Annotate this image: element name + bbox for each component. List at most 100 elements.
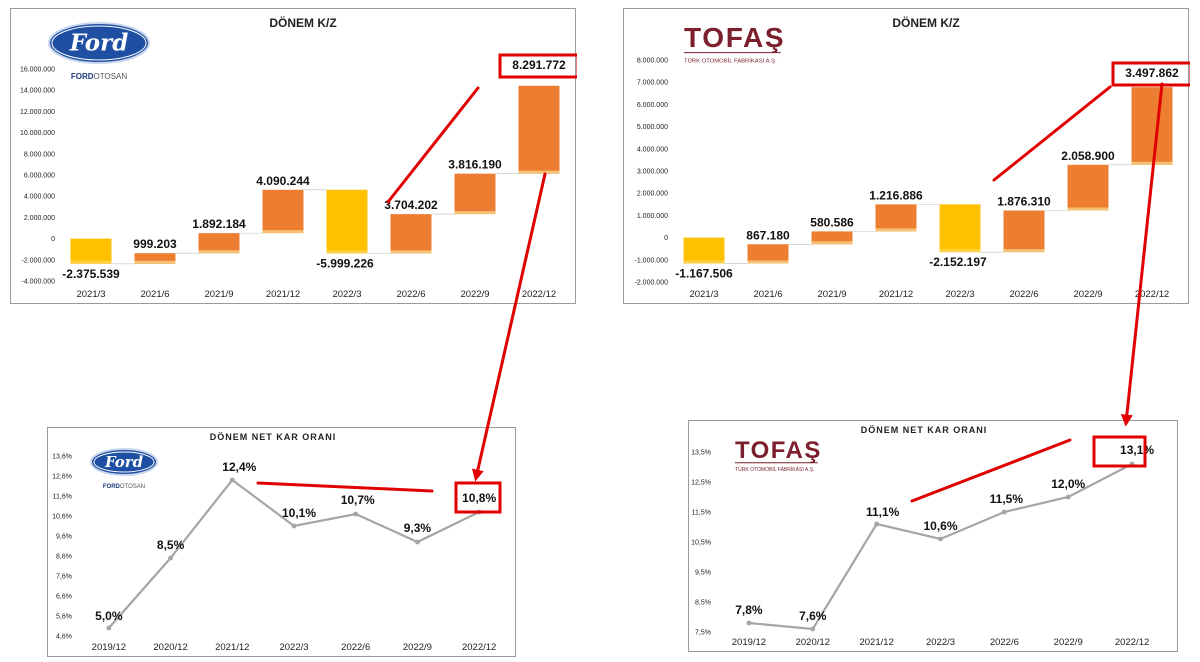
data-point <box>1065 494 1071 500</box>
waterfall-bar <box>454 173 496 215</box>
waterfall-bar-base <box>939 249 981 253</box>
y-tick-label: 1.000.000 <box>637 213 668 220</box>
x-tick-label: 2022/9 <box>460 289 489 300</box>
waterfall-bar <box>70 238 112 264</box>
x-tick-label: 2022/9 <box>1073 289 1102 300</box>
x-tick-label: 2022/12 <box>462 642 496 653</box>
y-tick-label: 4.000.000 <box>637 146 668 153</box>
ford-otosan-wordmark: FORDOTOSAN <box>103 484 145 490</box>
x-tick-label: 2022/9 <box>403 642 432 653</box>
data-label: 2.058.900 <box>1061 149 1115 163</box>
y-tick-label: 4,6% <box>56 634 72 641</box>
x-tick-label: 2022/3 <box>279 642 308 653</box>
chart-panel-ford-kz: DÖNEM K/Z Ford FORDOTOSAN -4.000.000 -2.000.… <box>10 8 577 304</box>
x-tick-label: 2021/6 <box>753 289 782 300</box>
y-tick-label: 9,5% <box>695 570 711 577</box>
data-label: 999.203 <box>133 237 177 251</box>
waterfall-bar <box>198 233 240 254</box>
y-tick-label: 12,6% <box>52 474 72 481</box>
data-point <box>168 555 173 561</box>
x-tick-label: 2021/12 <box>266 289 300 300</box>
data-label: 13,1% <box>1120 443 1154 457</box>
y-tick-label: 10,5% <box>691 540 711 547</box>
y-tick-label: 7,6% <box>56 574 72 581</box>
chart-title: DÖNEM NET KAR ORANI <box>861 425 988 435</box>
ford-logo: Ford FORDOTOSAN <box>90 448 158 490</box>
x-tick-label: 2019/12 <box>92 642 126 653</box>
data-point <box>810 626 816 632</box>
ford-otosan-wordmark: FORDOTOSAN <box>71 72 128 81</box>
y-tick-label: -1.000.000 <box>635 257 669 264</box>
chart-title: DÖNEM NET KAR ORANI <box>210 432 337 442</box>
y-tick-label: 16.000.000 <box>20 67 55 74</box>
data-label: 1.216.886 <box>869 188 923 202</box>
tofas-wordmark: TOFAŞ <box>735 437 822 464</box>
x-tick-label: 2021/6 <box>140 289 169 300</box>
ford-oval-inner-ring <box>51 25 147 61</box>
data-point <box>229 477 235 483</box>
x-tick-label: 2022/6 <box>396 289 425 300</box>
data-label: 5,0% <box>95 609 123 623</box>
y-tick-label: 12.000.000 <box>20 109 55 116</box>
y-tick-label: 6.000.000 <box>24 173 55 180</box>
waterfall-bar <box>747 244 789 264</box>
chart-title: DÖNEM K/Z <box>269 15 336 30</box>
data-point <box>1001 509 1007 515</box>
highlight-box <box>454 481 502 514</box>
ford-otosan-rest: OTOSAN <box>120 484 145 490</box>
data-label: 10,7% <box>341 493 375 507</box>
ford-wordmark: Ford <box>104 453 144 471</box>
y-tick-label: 6.000.000 <box>637 102 668 109</box>
data-label: 7,6% <box>799 609 827 623</box>
data-label: 12,4% <box>222 460 256 474</box>
ford-otosan-bold: FORD <box>71 72 94 81</box>
x-tick-label: 2021/3 <box>76 289 105 300</box>
y-tick-label: 10,6% <box>52 514 72 521</box>
waterfall-bar-base <box>683 260 725 264</box>
data-label: 7,8% <box>735 603 763 617</box>
y-tick-label: -2.000.000 <box>635 280 669 287</box>
waterfall-bar-base <box>454 211 496 215</box>
x-tick-label: 2022/9 <box>1054 637 1083 648</box>
x-tick-label: 2021/9 <box>817 289 846 300</box>
data-point <box>746 620 752 626</box>
chart-title: DÖNEM K/Z <box>892 15 959 30</box>
waterfall-bar-base <box>518 170 560 174</box>
data-point <box>938 536 943 542</box>
ford-oval-inner-ring <box>93 451 155 473</box>
series-line <box>108 478 480 629</box>
ford-otosan-bold: FORD <box>103 484 121 490</box>
waterfall-bar <box>811 231 853 245</box>
x-tick-label: 2022/6 <box>1009 289 1038 300</box>
waterfall-bar-base <box>70 260 112 264</box>
y-tick-label: 3.000.000 <box>637 169 668 176</box>
waterfall-bar <box>1131 87 1173 165</box>
waterfall-bar-base <box>134 260 176 264</box>
data-label: -1.167.506 <box>675 267 733 281</box>
y-tick-label: 6,6% <box>56 594 72 601</box>
x-tick-label: 2021/12 <box>879 289 913 300</box>
tofas-wordmark: TOFAŞ <box>684 22 785 53</box>
x-tick-label: 2021/12 <box>215 642 249 653</box>
y-tick-label: 7,5% <box>695 630 711 637</box>
data-point <box>106 625 112 631</box>
data-label: -5.999.226 <box>316 256 374 270</box>
y-tick-label: 5.000.000 <box>637 124 668 131</box>
data-label: 4.090.244 <box>256 174 310 188</box>
y-tick-label: 5,6% <box>56 614 72 621</box>
data-label: 11,5% <box>990 492 1024 506</box>
waterfall-bar <box>326 189 368 254</box>
tofas-logo: TOFAŞ TÜRK OTOMOBİL FABRİKASI A.Ş. <box>735 437 822 473</box>
tofas-subtitle: TÜRK OTOMOBİL FABRİKASI A.Ş. <box>735 466 814 473</box>
y-tick-label: 14.000.000 <box>20 88 55 95</box>
waterfall-bar-base <box>1067 207 1109 211</box>
y-tick-label: 4.000.000 <box>24 194 55 201</box>
ford-oval-logo <box>90 448 158 476</box>
data-label: 8.291.772 <box>512 58 566 72</box>
x-tick-label: 2021/9 <box>204 289 233 300</box>
y-tick-label: -2.000.000 <box>22 257 56 264</box>
y-tick-label: 11,5% <box>692 510 711 517</box>
waterfall-bar-base <box>198 250 240 254</box>
y-tick-label: 8.000.000 <box>24 151 55 158</box>
data-label: 3.497.862 <box>1125 66 1179 80</box>
